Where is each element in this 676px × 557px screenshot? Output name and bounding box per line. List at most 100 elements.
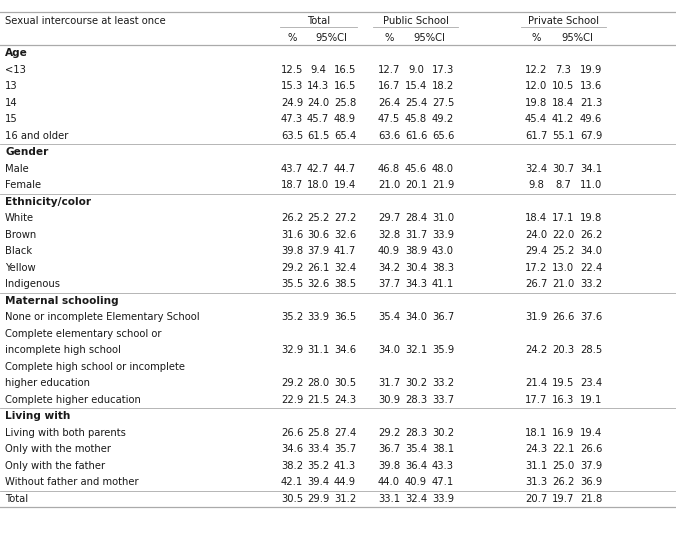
Text: 45.8: 45.8 [405,114,427,124]
Text: 65.6: 65.6 [432,131,454,141]
Text: 39.8: 39.8 [378,461,400,471]
Text: <13: <13 [5,65,26,75]
Text: 26.6: 26.6 [552,312,574,323]
Text: Male: Male [5,164,29,174]
Text: 29.9: 29.9 [307,494,329,504]
Text: 25.2: 25.2 [552,246,574,256]
Text: 61.5: 61.5 [307,131,329,141]
Text: 24.9: 24.9 [281,97,303,108]
Text: 34.2: 34.2 [378,263,400,273]
Text: Yellow: Yellow [5,263,36,273]
Text: 18.7: 18.7 [281,180,303,190]
Text: 29.4: 29.4 [525,246,547,256]
Text: 12.0: 12.0 [525,81,547,91]
Text: 19.8: 19.8 [580,213,602,223]
Text: 38.9: 38.9 [405,246,427,256]
Text: 20.3: 20.3 [552,345,574,355]
Text: 31.7: 31.7 [405,229,427,240]
Text: 45.4: 45.4 [525,114,547,124]
Text: 34.0: 34.0 [405,312,427,323]
Text: Ethnicity/color: Ethnicity/color [5,197,91,207]
Text: 17.2: 17.2 [525,263,547,273]
Text: %: % [287,32,297,42]
Text: 18.4: 18.4 [525,213,547,223]
Text: 61.6: 61.6 [405,131,427,141]
Text: 18.0: 18.0 [307,180,329,190]
Text: 17.1: 17.1 [552,213,574,223]
Text: 26.2: 26.2 [552,477,574,487]
Text: 39.4: 39.4 [307,477,329,487]
Text: 32.6: 32.6 [307,279,329,289]
Text: 9.4: 9.4 [310,65,326,75]
Text: 21.0: 21.0 [378,180,400,190]
Text: 95%CI: 95%CI [414,32,445,42]
Text: Female: Female [5,180,41,190]
Text: 63.5: 63.5 [281,131,303,141]
Text: 25.2: 25.2 [307,213,329,223]
Text: 19.7: 19.7 [552,494,574,504]
Text: 37.9: 37.9 [307,246,329,256]
Text: Only with the mother: Only with the mother [5,444,111,455]
Text: 43.3: 43.3 [432,461,454,471]
Text: %: % [531,32,541,42]
Text: 21.0: 21.0 [552,279,574,289]
Text: Complete high school or incomplete: Complete high school or incomplete [5,361,185,372]
Text: 16.5: 16.5 [334,65,356,75]
Text: 24.0: 24.0 [525,229,547,240]
Text: 45.7: 45.7 [307,114,329,124]
Text: None or incomplete Elementary School: None or incomplete Elementary School [5,312,199,323]
Text: 30.9: 30.9 [378,395,400,405]
Text: 34.1: 34.1 [580,164,602,174]
Text: 33.9: 33.9 [432,494,454,504]
Text: 26.1: 26.1 [307,263,329,273]
Text: 10.5: 10.5 [552,81,574,91]
Text: 95%CI: 95%CI [561,32,593,42]
Text: 8.7: 8.7 [555,180,571,190]
Text: 30.7: 30.7 [552,164,574,174]
Text: 41.1: 41.1 [432,279,454,289]
Text: 30.6: 30.6 [307,229,329,240]
Text: 31.0: 31.0 [432,213,454,223]
Text: 11.0: 11.0 [580,180,602,190]
Text: 12.5: 12.5 [281,65,304,75]
Text: Private School: Private School [528,16,599,26]
Text: 47.5: 47.5 [378,114,400,124]
Text: incomplete high school: incomplete high school [5,345,121,355]
Text: 34.3: 34.3 [405,279,427,289]
Text: 31.9: 31.9 [525,312,547,323]
Text: 36.9: 36.9 [580,477,602,487]
Text: Only with the father: Only with the father [5,461,105,471]
Text: 34.0: 34.0 [378,345,400,355]
Text: 16.9: 16.9 [552,428,574,438]
Text: 29.2: 29.2 [281,263,304,273]
Text: 19.4: 19.4 [334,180,356,190]
Text: 19.8: 19.8 [525,97,547,108]
Text: 12.2: 12.2 [525,65,547,75]
Text: 47.3: 47.3 [281,114,303,124]
Text: 25.0: 25.0 [552,461,574,471]
Text: 31.1: 31.1 [525,461,547,471]
Text: 33.9: 33.9 [432,229,454,240]
Text: 22.0: 22.0 [552,229,574,240]
Text: 25.8: 25.8 [334,97,356,108]
Text: 26.7: 26.7 [525,279,547,289]
Text: 32.8: 32.8 [378,229,400,240]
Text: 16.3: 16.3 [552,395,574,405]
Text: 61.7: 61.7 [525,131,547,141]
Text: %: % [385,32,393,42]
Text: 31.6: 31.6 [281,229,303,240]
Text: 34.6: 34.6 [281,444,303,455]
Text: 31.1: 31.1 [307,345,329,355]
Text: 36.7: 36.7 [378,444,400,455]
Text: 30.5: 30.5 [281,494,303,504]
Text: 44.9: 44.9 [334,477,356,487]
Text: Age: Age [5,48,28,58]
Text: 40.9: 40.9 [378,246,400,256]
Text: 21.5: 21.5 [307,395,329,405]
Text: 38.1: 38.1 [432,444,454,455]
Text: 27.2: 27.2 [334,213,356,223]
Text: 43.7: 43.7 [281,164,303,174]
Text: 44.7: 44.7 [334,164,356,174]
Text: Without father and mother: Without father and mother [5,477,139,487]
Text: Complete higher education: Complete higher education [5,395,141,405]
